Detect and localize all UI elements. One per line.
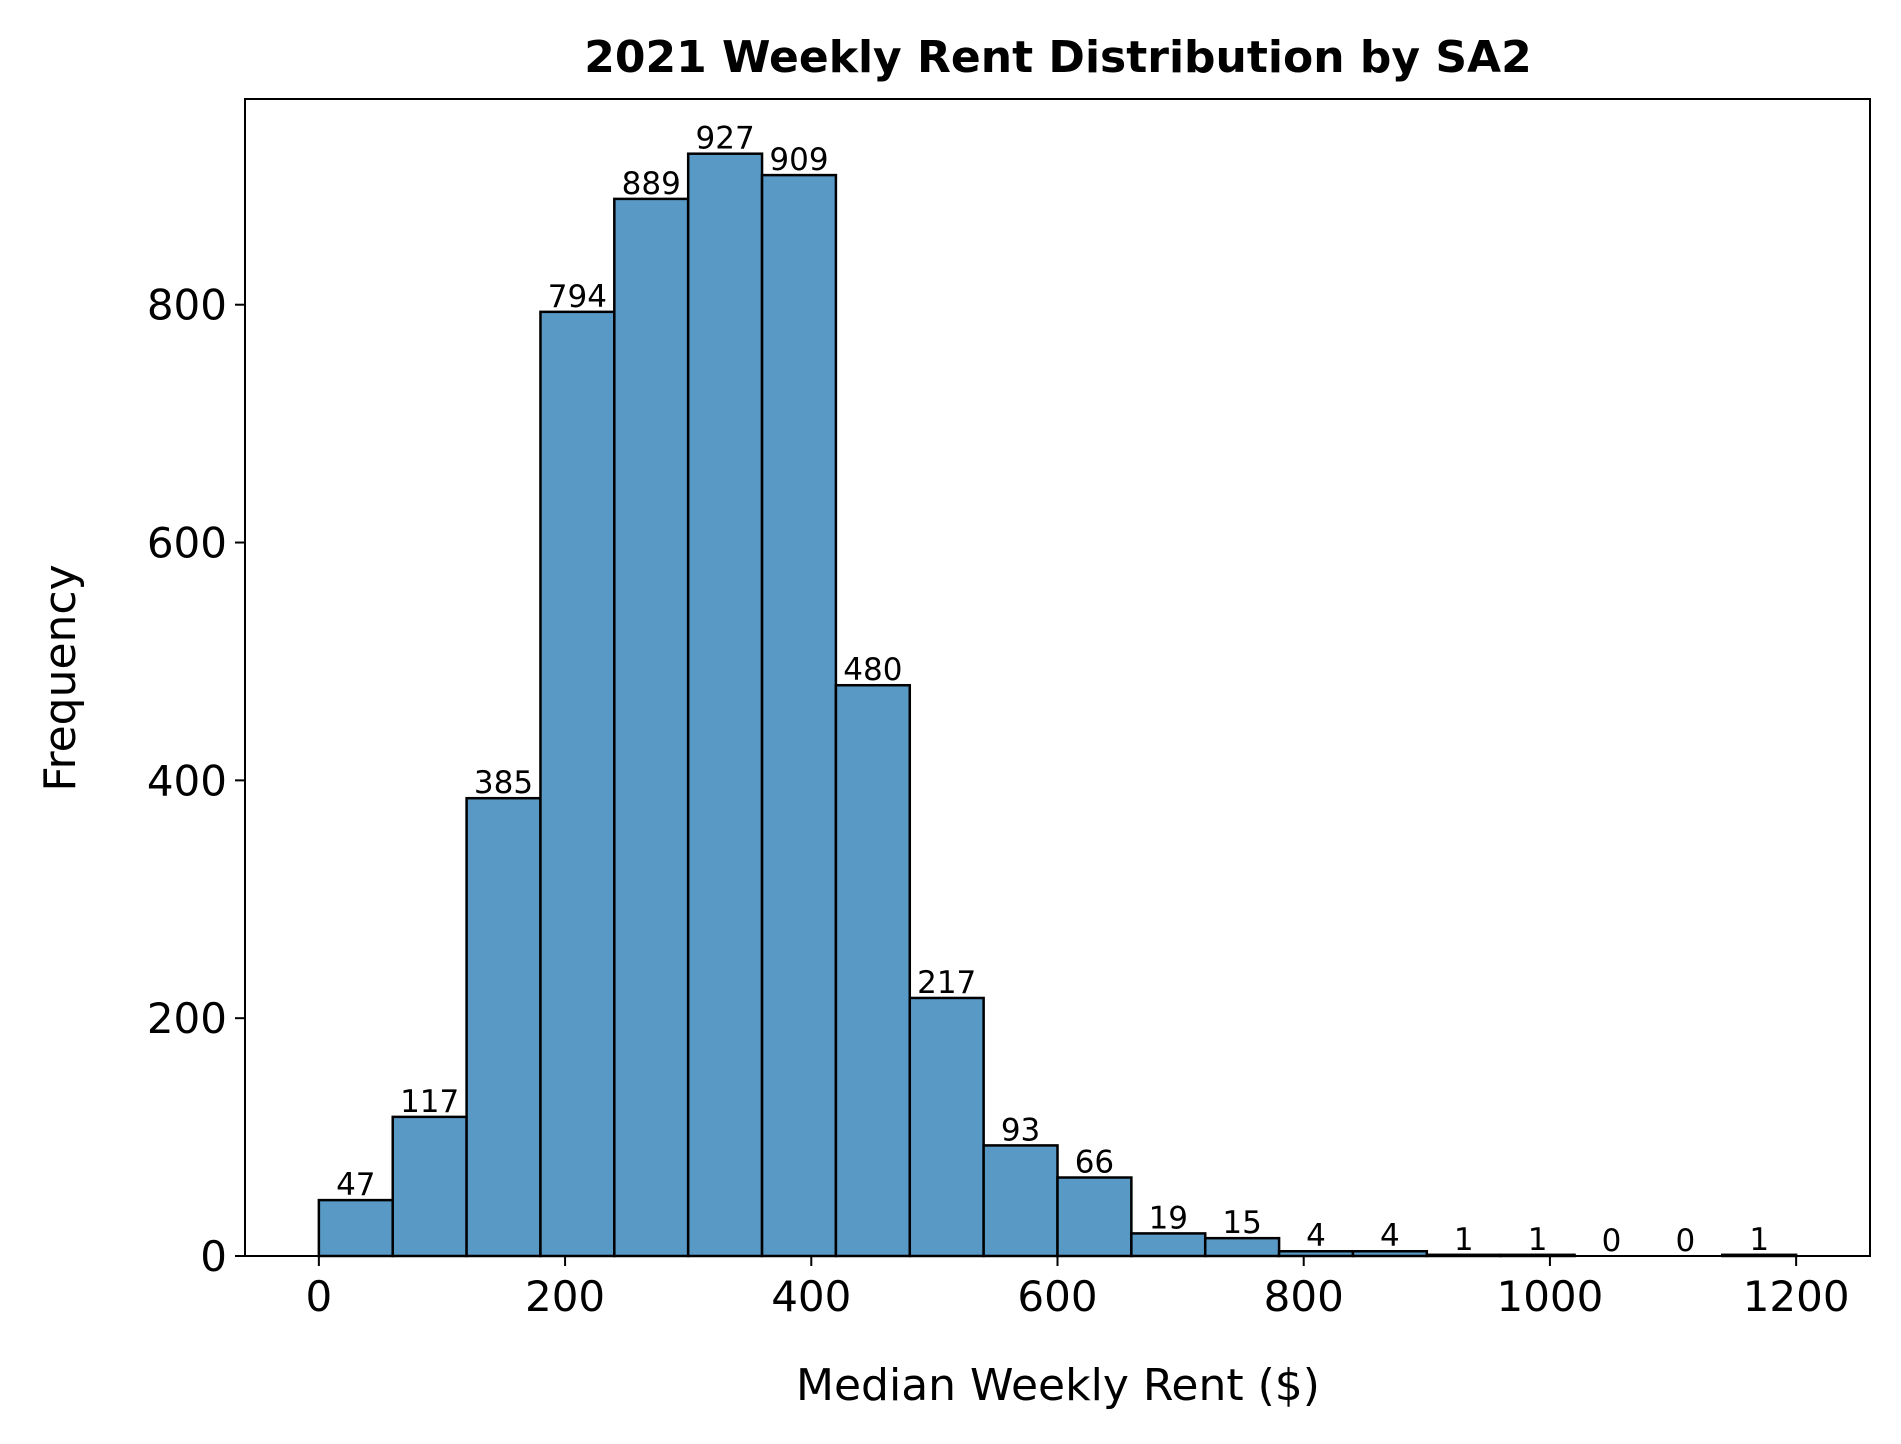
histogram-bar: [834, 683, 912, 1258]
y-tick-label: 400: [147, 756, 227, 805]
histogram-bar: [539, 310, 616, 1258]
x-tick-label: 600: [1017, 1272, 1097, 1321]
histogram-bar: [982, 1144, 1059, 1258]
bar-value-label: 217: [917, 965, 976, 1001]
histogram-bar: [317, 1198, 394, 1258]
bar-value-label: 1: [1749, 1222, 1769, 1258]
x-tick-label: 800: [1264, 1272, 1344, 1321]
bar-value-label: 1: [1454, 1222, 1474, 1258]
bar-value-label: 66: [1075, 1145, 1114, 1181]
histogram-bar: [1056, 1176, 1133, 1258]
y-tick-label: 800: [147, 281, 227, 330]
y-axis-label: Frequency: [35, 564, 86, 791]
bar-labels-group: 47 117 385 794 889 927 909 480 217 93 66 19 15 4 4 1 1 0 0…: [336, 121, 1769, 1259]
x-tick-label: 0: [305, 1272, 332, 1321]
y-tick-label: 200: [147, 994, 227, 1043]
bar-value-label: 0: [1602, 1223, 1622, 1259]
histogram-bar: [686, 152, 764, 1258]
bar-value-label: 927: [696, 121, 755, 157]
bar-value-label: 1: [1528, 1222, 1548, 1258]
bar-value-label: 93: [1001, 1112, 1040, 1148]
bar-value-label: 794: [548, 279, 607, 315]
bar-value-label: 0: [1675, 1223, 1695, 1259]
histogram-bar: [1130, 1232, 1207, 1258]
bar-value-label: 19: [1149, 1200, 1188, 1236]
x-tick-label: 200: [525, 1272, 605, 1321]
x-axis-label: Median Weekly Rent ($): [796, 1360, 1320, 1411]
bar-value-label: 889: [622, 166, 681, 202]
bar-value-label: 909: [769, 142, 828, 178]
bar-value-label: 47: [336, 1167, 375, 1203]
histogram-bar: [613, 197, 690, 1258]
y-tick-label: 600: [147, 519, 227, 568]
bar-value-label: 385: [474, 765, 533, 801]
y-tick-label: 0: [200, 1232, 227, 1281]
y-axis: 0 200 400 600 800: [147, 281, 245, 1281]
x-tick-label: 1200: [1743, 1272, 1850, 1321]
histogram-bar: [760, 173, 838, 1258]
bar-value-label: 117: [400, 1084, 459, 1120]
bar-value-label: 4: [1380, 1218, 1400, 1254]
histogram-bar: [908, 996, 985, 1258]
histogram-bar: [465, 796, 542, 1258]
bar-value-label: 480: [843, 652, 902, 688]
histogram-bar: [391, 1115, 468, 1258]
chart-title: 2021 Weekly Rent Distribution by SA2: [584, 32, 1531, 83]
x-axis: 0 200 400 600 800 1000 1200: [305, 1256, 1850, 1321]
bar-value-label: 15: [1222, 1205, 1261, 1241]
x-tick-label: 1000: [1496, 1272, 1603, 1321]
x-tick-label: 400: [771, 1272, 851, 1321]
bars-group: [317, 152, 1798, 1258]
bar-value-label: 4: [1306, 1218, 1326, 1254]
